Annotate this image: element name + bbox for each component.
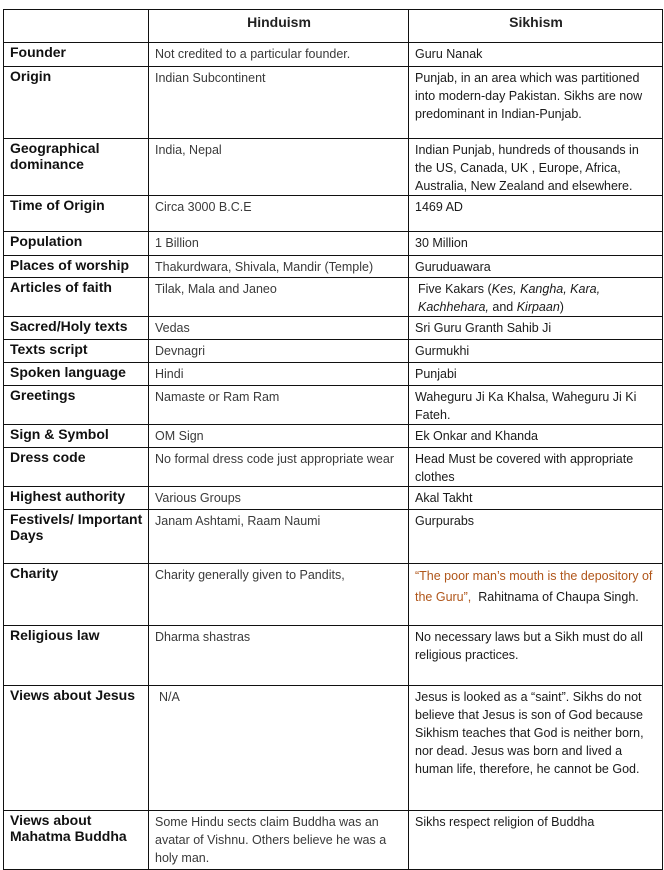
row-label: Charity (3, 563, 149, 626)
hinduism-cell: OM Sign (148, 424, 409, 448)
row-label: Time of Origin (3, 195, 149, 232)
sikhism-cell: Five Kakars (Kes, Kangha, Kara, Kachheha… (408, 277, 663, 317)
table-row: Spoken language Hindi Punjabi (3, 362, 663, 386)
table-row: Religious law Dharma shastras No necessa… (3, 625, 663, 686)
sikhism-cell: No necessary laws but a Sikh must do all… (408, 625, 663, 686)
charity-quote: “The poor man’s mouth is the depository … (415, 569, 653, 604)
sikhism-cell: Punjab, in an area which was partitioned… (408, 66, 663, 139)
table-row: Views about Jesus N/A Jesus is looked as… (3, 685, 663, 811)
row-label: Spoken language (3, 362, 149, 386)
hinduism-cell: Devnagri (148, 339, 409, 363)
row-label: Religious law (3, 625, 149, 686)
row-label: Places of worship (3, 255, 149, 278)
hinduism-cell: N/A (148, 685, 409, 811)
table-row: Sacred/Holy texts Vedas Sri Guru Granth … (3, 316, 663, 340)
header-row: Hinduism Sikhism (3, 9, 663, 43)
hinduism-cell: Tilak, Mala and Janeo (148, 277, 409, 317)
hinduism-cell: Dharma shastras (148, 625, 409, 686)
table-row: Articles of faith Tilak, Mala and Janeo … (3, 277, 663, 317)
kakars-prefix: Five Kakars ( (418, 282, 492, 296)
row-label: Greetings (3, 385, 149, 425)
table-row: Highest authority Various Groups Akal Ta… (3, 486, 663, 510)
hinduism-cell: Indian Subcontinent (148, 66, 409, 139)
table-row: Founder Not credited to a particular fou… (3, 42, 663, 67)
table-row: Dress code No formal dress code just app… (3, 447, 663, 487)
sikhism-cell: 30 Million (408, 231, 663, 256)
kakars-items: Kes, Kangha, Kara, Kachhehara, (418, 282, 601, 314)
hinduism-cell: Thakurdwara, Shivala, Mandir (Temple) (148, 255, 409, 278)
row-label: Articles of faith (3, 277, 149, 317)
header-empty (3, 9, 149, 43)
sikhism-cell: Guruduawara (408, 255, 663, 278)
hinduism-cell: Hindi (148, 362, 409, 386)
row-label: Dress code (3, 447, 149, 487)
table-row: Sign & Symbol OM Sign Ek Onkar and Khand… (3, 424, 663, 448)
table-row: Time of Origin Circa 3000 B.C.E 1469 AD (3, 195, 663, 232)
hinduism-cell: Not credited to a particular founder. (148, 42, 409, 67)
table-row: Views about Mahatma Buddha Some Hindu se… (3, 810, 663, 870)
kakars-suffix: ) (559, 300, 564, 314)
table-row: Population 1 Billion 30 Million (3, 231, 663, 256)
row-label: Sign & Symbol (3, 424, 149, 448)
row-label: Founder (3, 42, 149, 67)
hinduism-cell: Various Groups (148, 486, 409, 510)
hinduism-cell: Charity generally given to Pandits, (148, 563, 409, 626)
row-label: Views about Mahatma Buddha (3, 810, 149, 870)
sikhism-cell: Head Must be covered with appropriate cl… (408, 447, 663, 487)
header-hinduism: Hinduism (148, 9, 409, 43)
table-row: Origin Indian Subcontinent Punjab, in an… (3, 66, 663, 139)
hinduism-cell: 1 Billion (148, 231, 409, 256)
row-label: Population (3, 231, 149, 256)
sikhism-cell: Waheguru Ji Ka Khalsa, Waheguru Ji Ki Fa… (408, 385, 663, 425)
sikhism-cell: Gurpurabs (408, 509, 663, 564)
hinduism-cell: Namaste or Ram Ram (148, 385, 409, 425)
table-row: Festivels/ Important Days Janam Ashtami,… (3, 509, 663, 564)
table-row: Texts script Devnagri Gurmukhi (3, 339, 663, 363)
row-label: Sacred/Holy texts (3, 316, 149, 340)
table-row: Charity Charity generally given to Pandi… (3, 563, 663, 626)
sikhism-cell: Punjabi (408, 362, 663, 386)
row-label: Origin (3, 66, 149, 139)
row-label: Highest authority (3, 486, 149, 510)
sikhism-cell: “The poor man’s mouth is the depository … (408, 563, 663, 626)
sikhism-cell: Ek Onkar and Khanda (408, 424, 663, 448)
sikhism-cell: Sri Guru Granth Sahib Ji (408, 316, 663, 340)
comparison-table: Hinduism Sikhism Founder Not credited to… (3, 9, 663, 870)
hinduism-cell: No formal dress code just appropriate we… (148, 447, 409, 487)
hinduism-cell: Vedas (148, 316, 409, 340)
row-label: Festivels/ Important Days (3, 509, 149, 564)
sikhism-cell: Akal Takht (408, 486, 663, 510)
sikhism-cell: Jesus is looked as a “saint”. Sikhs do n… (408, 685, 663, 811)
sikhism-cell: Sikhs respect religion of Buddha (408, 810, 663, 870)
row-label: Views about Jesus (3, 685, 149, 811)
table-row: Geographical dominance India, Nepal Indi… (3, 138, 663, 196)
sikhism-cell: 1469 AD (408, 195, 663, 232)
table-row: Greetings Namaste or Ram Ram Waheguru Ji… (3, 385, 663, 425)
hinduism-cell: Some Hindu sects claim Buddha was an ava… (148, 810, 409, 870)
row-label: Texts script (3, 339, 149, 363)
row-label: Geographical dominance (3, 138, 149, 196)
header-sikhism: Sikhism (408, 9, 663, 43)
kakars-and: and (488, 300, 517, 314)
sikhism-cell: Guru Nanak (408, 42, 663, 67)
kakars-last: Kirpaan (516, 300, 560, 314)
sikhism-cell: Indian Punjab, hundreds of thousands in … (408, 138, 663, 196)
hinduism-cell: India, Nepal (148, 138, 409, 196)
sikhism-cell: Gurmukhi (408, 339, 663, 363)
charity-source: Rahitnama of Chaupa Singh. (478, 590, 639, 604)
table-row: Places of worship Thakurdwara, Shivala, … (3, 255, 663, 278)
hinduism-cell: Janam Ashtami, Raam Naumi (148, 509, 409, 564)
hinduism-cell: Circa 3000 B.C.E (148, 195, 409, 232)
